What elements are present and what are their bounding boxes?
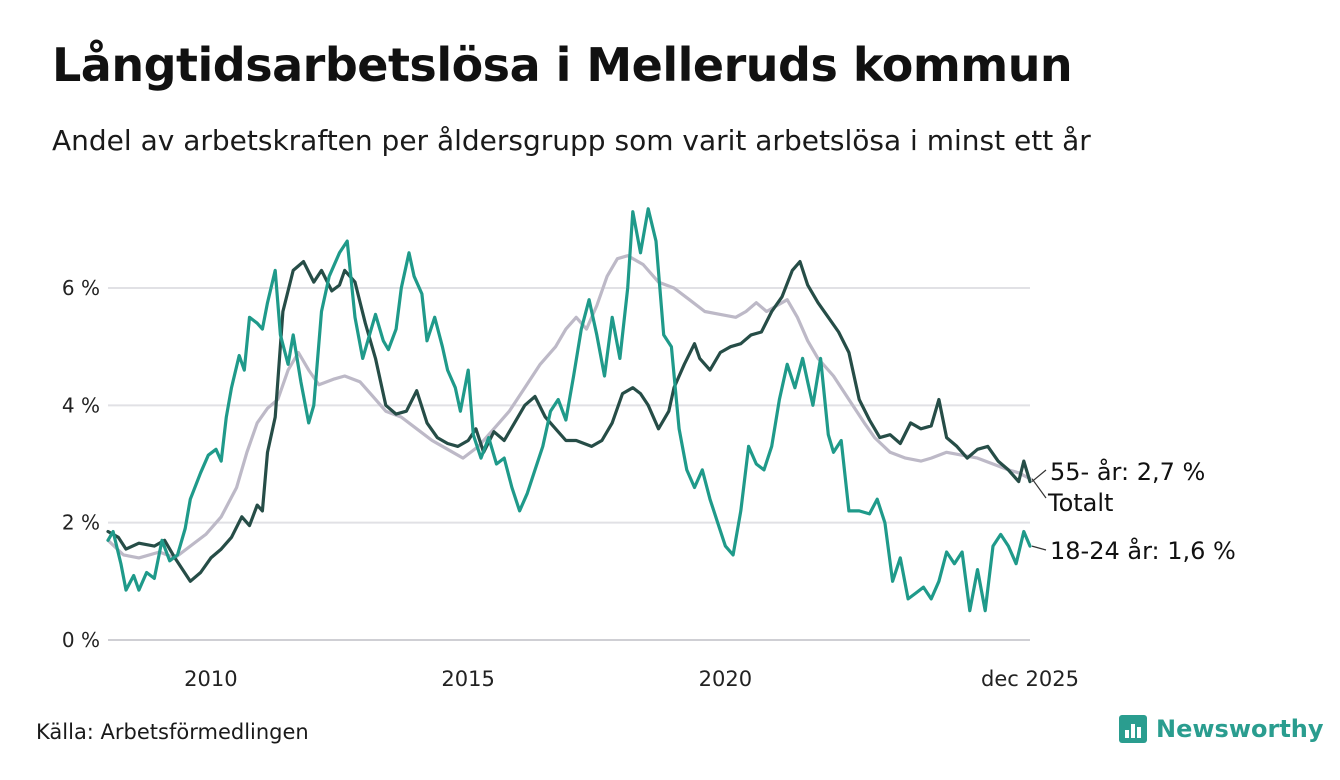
y-tick-label: 4 % <box>62 393 100 417</box>
series-label-leader <box>1031 478 1047 499</box>
x-tick-label: dec 2025 <box>981 667 1079 691</box>
y-tick-label: 0 % <box>62 628 100 652</box>
line-chart: 0 % 2 % 4 % 6 % 2010 2015 2020 dec 2025 Totalt 55… <box>62 207 1236 691</box>
brand-logo[interactable]: Newsworthy <box>1118 714 1324 744</box>
x-tick-label: 2020 <box>699 667 752 691</box>
x-tick-label: 2015 <box>441 667 494 691</box>
series-line-2 <box>106 260 1032 583</box>
series-end-label: 18-24 år: 1,6 % <box>1050 536 1236 565</box>
y-tick-label: 2 % <box>62 511 100 535</box>
y-tick-label: 6 % <box>62 276 100 300</box>
series-label-leader <box>1031 469 1047 483</box>
source-label: Källa: Arbetsförmedlingen <box>36 720 309 744</box>
series-end-label: Totalt <box>1047 489 1113 517</box>
series-label-leader <box>1031 545 1047 551</box>
chart-subtitle: Andel av arbetskraften per åldersgrupp s… <box>52 124 1091 157</box>
newsworthy-logo-icon <box>1119 715 1147 743</box>
brand-name: Newsworthy <box>1156 715 1324 743</box>
series-line-3 <box>106 207 1032 613</box>
chart-title: Långtidsarbetslösa i Melleruds kommun <box>52 38 1073 92</box>
x-tick-label: 2010 <box>184 667 237 691</box>
series-end-label: 55- år: 2,7 % <box>1050 457 1205 486</box>
